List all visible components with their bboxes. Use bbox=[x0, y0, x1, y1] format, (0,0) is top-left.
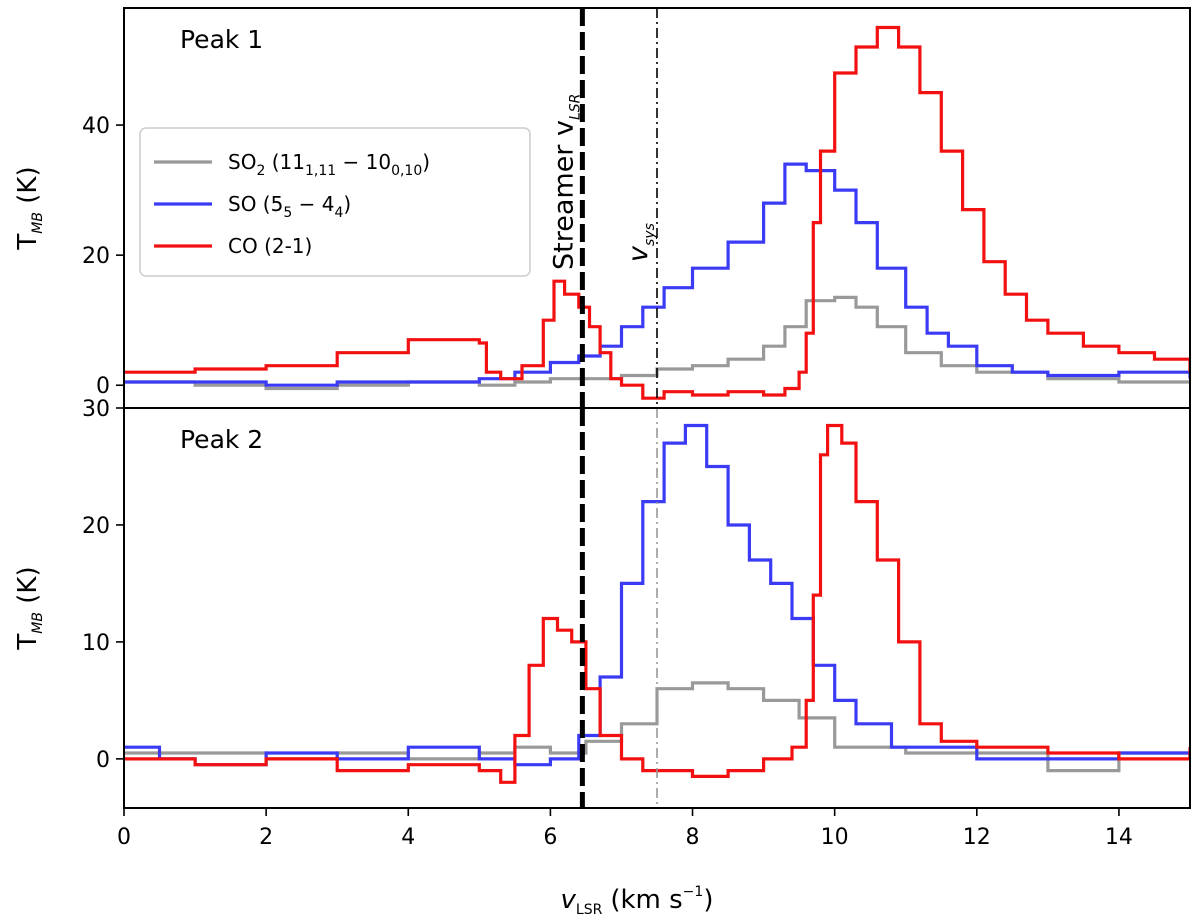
axes-frame bbox=[123, 407, 1191, 809]
series-line-so-peak-2 bbox=[124, 423, 1190, 767]
panel-label: Peak 1 bbox=[180, 25, 263, 54]
y-tick-label: 40 bbox=[82, 114, 110, 139]
legend-box bbox=[139, 127, 531, 277]
series-line-co-peak-1 bbox=[124, 25, 1190, 400]
x-axis: 0 2 4 6 8 10 12 14 vLSR (km s−1) bbox=[117, 808, 1133, 918]
streamer-vlsr-label: Streamer vLSR bbox=[548, 94, 583, 270]
y-tick-label: 30 bbox=[82, 397, 110, 422]
legend-label-so: SO (55 − 44) bbox=[228, 192, 351, 221]
x-tick-label: 4 bbox=[401, 825, 415, 850]
y-tick-label: 0 bbox=[96, 374, 110, 399]
panel-label: Peak 2 bbox=[180, 425, 263, 454]
legend-label-so2: SO2 (111,11 − 100,10) bbox=[228, 150, 430, 179]
x-tick-label: 12 bbox=[963, 825, 991, 850]
y-tick-label: 20 bbox=[82, 514, 110, 539]
legend: SO2 (111,11 − 100,10) SO (55 − 44) CO (2-1… bbox=[139, 127, 531, 277]
x-tick-label: 2 bbox=[259, 825, 273, 850]
y-tick-label: 10 bbox=[82, 631, 110, 656]
x-axis-label: vLSR (km s−1) bbox=[561, 884, 714, 918]
x-tick-label: 6 bbox=[543, 825, 557, 850]
y-axis-label: TMB (K) bbox=[13, 566, 46, 650]
panel-peak-2: 0 10 20 30 TMB (K) Peak 2 bbox=[13, 397, 1191, 809]
x-tick-label: 8 bbox=[686, 825, 700, 850]
y-tick-label: 0 bbox=[96, 748, 110, 773]
x-tick-label: 0 bbox=[117, 825, 131, 850]
x-tick-label: 14 bbox=[1105, 825, 1133, 850]
y-tick-label: 20 bbox=[82, 244, 110, 269]
y-axis-label: TMB (K) bbox=[13, 166, 46, 250]
vsys-label: vsys bbox=[623, 223, 658, 262]
x-tick-label: 10 bbox=[821, 825, 849, 850]
legend-label-co: CO (2-1) bbox=[228, 234, 312, 258]
series-line-co-peak-2 bbox=[124, 423, 1190, 784]
